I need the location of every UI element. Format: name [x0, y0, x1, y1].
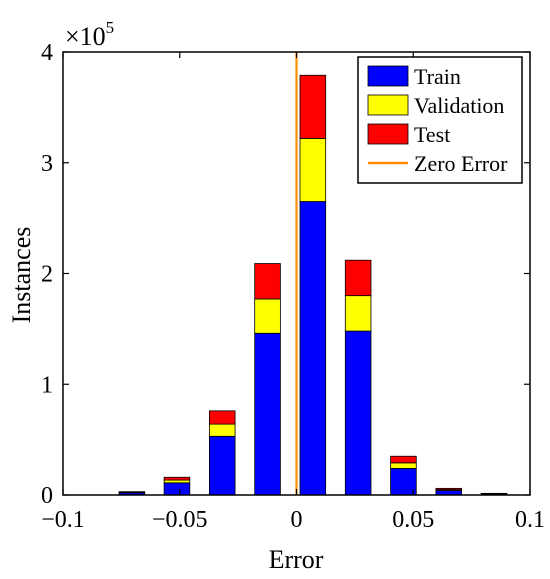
bar-test-2 — [208, 410, 236, 425]
y-tick-label: 1 — [41, 372, 53, 398]
bar-test-3 — [254, 263, 281, 300]
y-axis-multiplier-exponent: 5 — [106, 18, 115, 37]
bar-train-2 — [208, 435, 236, 496]
bar-test-6 — [390, 455, 417, 464]
legend-label-test: Test — [414, 122, 450, 147]
x-tick-label: 0.05 — [392, 507, 434, 533]
x-tick-label: 0.1 — [515, 507, 545, 533]
legend: Train Validation Test Zero Error — [357, 56, 523, 184]
legend-label-validation: Validation — [414, 93, 504, 118]
bar-test-0 — [118, 491, 146, 493]
x-tick-label: 0 — [291, 507, 303, 533]
x-tick-label: −0.05 — [152, 507, 208, 533]
y-tick-label: 0 — [41, 483, 53, 509]
y-tick-label: 3 — [41, 151, 53, 177]
bar-validation-2 — [208, 423, 236, 437]
bar-test-7 — [435, 487, 462, 491]
y-axis-multiplier-base: ×10 — [65, 22, 106, 51]
y-tick-label: 4 — [41, 40, 53, 66]
y-tick-label: 2 — [41, 262, 53, 288]
bar-validation-3 — [254, 298, 281, 334]
bar-validation-6 — [390, 462, 417, 469]
ticks-layer: −0.1 −0.05 0 0.05 0.1 0 1 2 3 4 — [41, 40, 545, 533]
bar-train-3 — [254, 332, 281, 496]
bar-train-5 — [344, 330, 372, 496]
x-axis-label: Error — [269, 545, 324, 574]
legend-swatch-train — [367, 65, 409, 87]
bar-validation-5 — [344, 295, 372, 332]
bar-test-1 — [163, 476, 191, 481]
legend-label-train: Train — [414, 64, 461, 89]
bar-validation-4 — [299, 137, 327, 202]
bar-train-1 — [163, 482, 191, 496]
bar-train-4 — [299, 201, 327, 496]
legend-label-zero-error: Zero Error — [414, 151, 508, 176]
legend-swatch-test — [367, 123, 409, 145]
y-axis-label: Instances — [7, 227, 36, 324]
bar-test-4 — [299, 74, 327, 139]
bar-validation-1 — [163, 479, 191, 484]
y-axis-multiplier: ×105 — [65, 18, 114, 51]
legend-swatch-validation — [367, 94, 409, 116]
bar-train-6 — [390, 468, 417, 496]
x-tick-label: −0.1 — [41, 507, 85, 533]
bar-test-5 — [344, 259, 372, 297]
